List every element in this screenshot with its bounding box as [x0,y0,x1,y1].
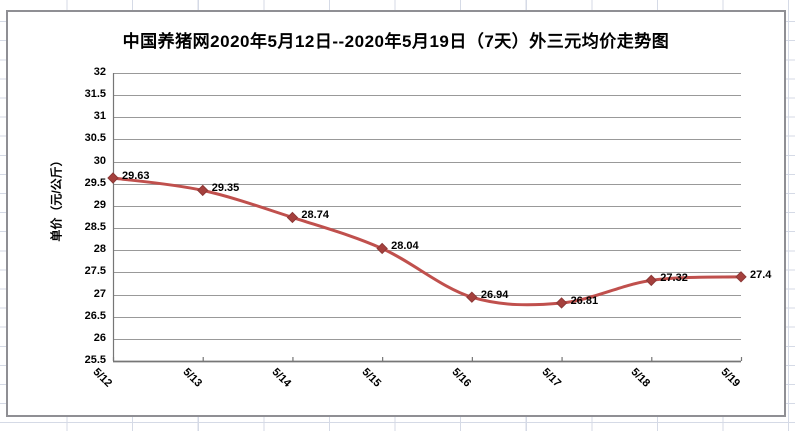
data-label: 26.81 [570,294,599,307]
data-label: 29.35 [211,182,240,195]
data-label: 28.04 [391,240,419,253]
y-tick-label: 32 [93,66,106,78]
data-point-marker [735,271,747,283]
y-tick-label: 26.5 [84,309,106,322]
data-point-marker [555,297,568,309]
y-tick-label: 31.5 [84,88,106,101]
y-tick-label: 29 [93,198,106,211]
data-label: 28.74 [301,209,329,222]
y-tick-label: 29.5 [84,176,106,189]
y-tick-label: 28.5 [84,221,106,234]
y-tick-label: 26 [93,331,106,344]
y-tick-label: 28 [93,243,106,256]
data-label: 27.32 [660,272,688,285]
chart-frame[interactable] [6,10,786,417]
y-tick-label: 27.5 [84,265,106,278]
data-point-marker [466,291,478,303]
y-tick-label: 30 [93,154,106,167]
data-label: 26.94 [480,289,509,302]
data-point-marker [107,172,119,184]
y-tick-label: 31 [93,110,106,123]
data-point-marker [376,242,388,255]
y-tick-label: 25.5 [84,354,106,366]
data-label: 29.63 [122,170,150,182]
data-point-marker [645,274,657,287]
y-tick-label: 30.5 [84,132,106,145]
data-label: 27.4 [750,268,772,281]
data-point-marker [286,211,299,224]
y-tick-label: 27 [93,287,106,300]
price-line [111,176,743,307]
data-point-marker [197,184,209,197]
chart-title: 中国养猪网2020年5月12日--2020年5月19日（7天）外三元均价走势图 [122,32,670,51]
